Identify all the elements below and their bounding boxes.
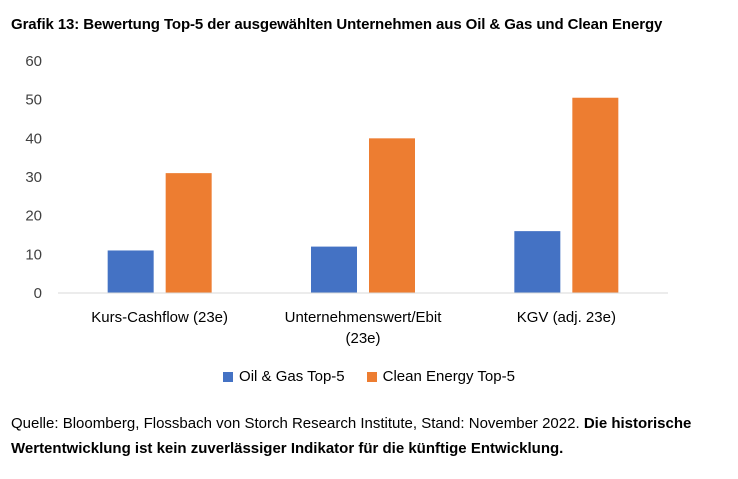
chart-title: Grafik 13: Bewertung Top-5 der ausgewähl… — [11, 16, 663, 33]
bar-clean-energy-3 — [572, 97, 619, 293]
legend-label-oil-gas: Oil & Gas Top-5 — [239, 368, 345, 385]
legend-swatch-oil-gas — [223, 371, 234, 382]
disclaimer-text: Die historische Wertentwicklung ist kein… — [11, 415, 692, 457]
y-tick-label: 40 — [25, 130, 42, 147]
bar-oil-gas-2 — [311, 246, 357, 293]
bar-oil-gas-3 — [514, 231, 561, 293]
bar-oil-gas-1 — [107, 250, 154, 293]
y-tick-label: 10 — [25, 246, 42, 263]
legend-item-clean-energy: Clean Energy Top-5 — [366, 368, 515, 385]
y-tick-label: 20 — [25, 208, 42, 225]
legend-item-oil-gas: Oil & Gas Top-5 — [223, 368, 345, 385]
x-category-label: Unternehmenswert/Ebit (23e) — [285, 309, 443, 347]
y-tick-label: 0 — [34, 285, 42, 302]
y-tick-label: 50 — [25, 92, 42, 109]
bar-chart: 0 10 20 30 40 50 60 Kurs-Cashflow (23e) Unterne… — [25, 53, 668, 347]
x-category-label: Kurs-Cashflow (23e) — [91, 309, 228, 326]
legend: Oil & Gas Top-5 Clean Energy Top-5 — [0, 368, 738, 385]
bar-clean-energy-1 — [165, 173, 212, 293]
y-tick-label: 30 — [25, 169, 42, 186]
bars — [107, 97, 619, 293]
legend-label-clean-energy: Clean Energy Top-5 — [382, 368, 515, 385]
y-tick-label: 60 — [25, 53, 42, 70]
source-text: Quelle: Bloomberg, Flossbach von Storch … — [11, 415, 580, 432]
y-axis: 0 10 20 30 40 50 60 — [25, 53, 42, 302]
source-note: Quelle: Bloomberg, Flossbach von Storch … — [11, 411, 723, 461]
x-axis: Kurs-Cashflow (23e) Unternehmenswert/Ebit… — [58, 292, 668, 347]
legend-swatch-clean-energy — [366, 371, 377, 382]
x-category-label: KGV (adj. 23e) — [517, 309, 616, 326]
bar-clean-energy-2 — [369, 138, 415, 293]
